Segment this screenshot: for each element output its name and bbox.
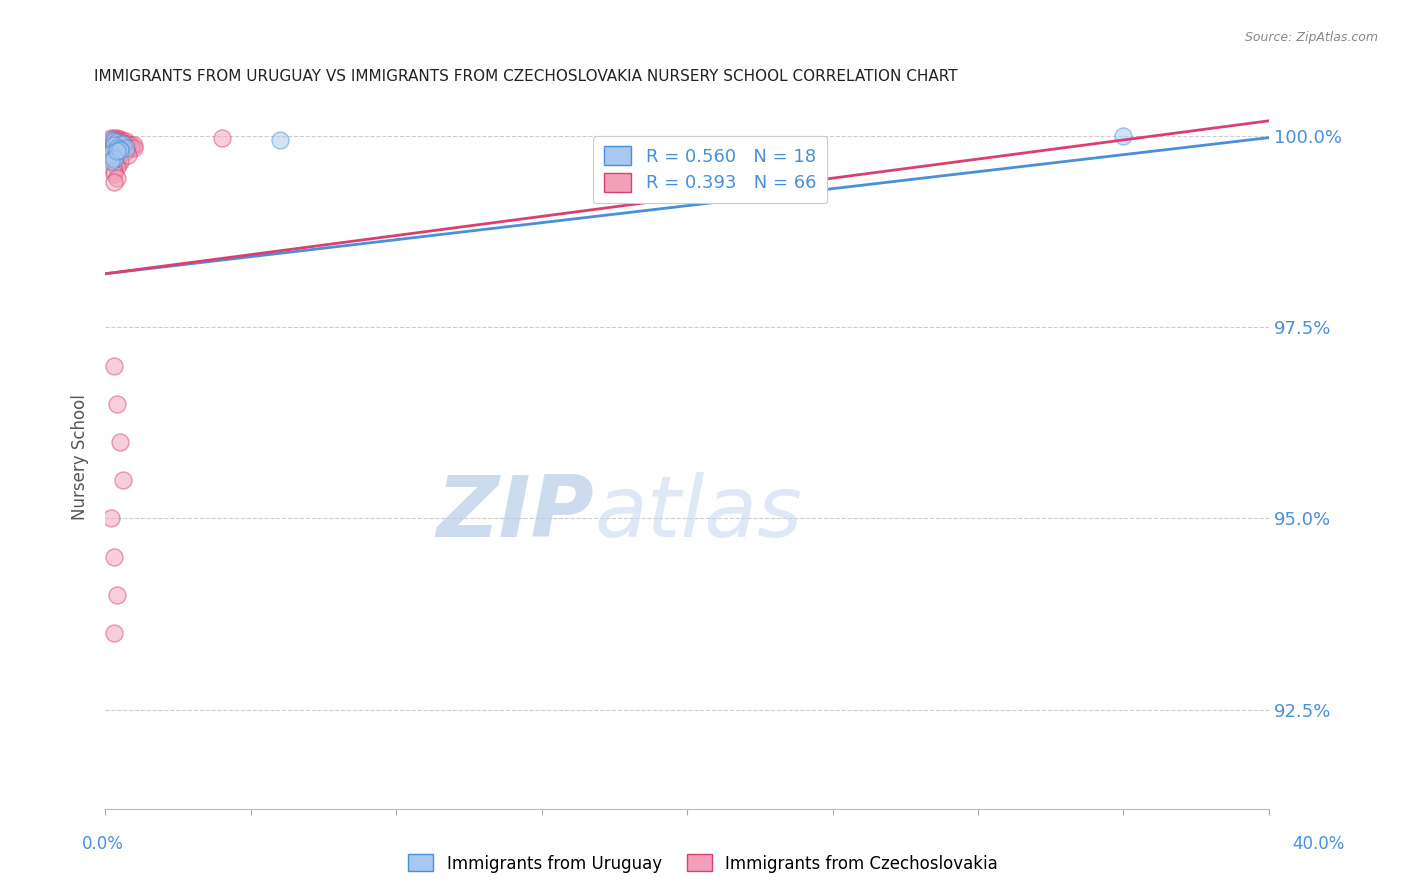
Point xyxy=(105,150,128,164)
Point xyxy=(114,145,136,159)
Point xyxy=(103,138,125,153)
Point xyxy=(100,145,122,160)
Point xyxy=(108,142,131,156)
Point xyxy=(124,138,146,153)
Text: 0.0%: 0.0% xyxy=(82,835,124,853)
Point xyxy=(100,133,122,147)
Point xyxy=(103,167,125,181)
Point xyxy=(103,151,125,165)
Point xyxy=(105,152,128,166)
Point xyxy=(105,145,128,160)
Point xyxy=(103,359,125,373)
Text: Source: ZipAtlas.com: Source: ZipAtlas.com xyxy=(1244,31,1378,45)
Point xyxy=(103,148,125,162)
Point xyxy=(105,145,128,159)
Text: atlas: atlas xyxy=(593,472,801,555)
Point xyxy=(111,136,134,151)
Point xyxy=(111,136,134,150)
Point xyxy=(103,153,125,168)
Point xyxy=(103,152,125,166)
Point xyxy=(103,143,125,157)
Point xyxy=(117,140,139,154)
Point xyxy=(111,139,134,153)
Point xyxy=(103,626,125,640)
Point xyxy=(111,134,134,148)
Point xyxy=(108,139,131,153)
Point xyxy=(114,140,136,154)
Point xyxy=(108,153,131,167)
Point xyxy=(105,160,128,174)
Point xyxy=(105,133,128,147)
Point xyxy=(108,434,131,449)
Point xyxy=(108,135,131,149)
Point xyxy=(100,130,122,145)
Point xyxy=(117,148,139,162)
Point xyxy=(108,133,131,147)
Point xyxy=(103,146,125,161)
Point xyxy=(120,137,142,152)
Point xyxy=(114,135,136,149)
Point xyxy=(103,156,125,170)
Point xyxy=(111,140,134,154)
Point xyxy=(105,135,128,149)
Point xyxy=(103,151,125,165)
Point xyxy=(108,145,131,159)
Point xyxy=(1112,129,1135,144)
Point xyxy=(103,136,125,151)
Point xyxy=(100,149,122,163)
Point xyxy=(105,144,128,158)
Point xyxy=(108,155,131,169)
Legend: Immigrants from Uruguay, Immigrants from Czechoslovakia: Immigrants from Uruguay, Immigrants from… xyxy=(402,847,1004,880)
Point xyxy=(120,140,142,154)
Point xyxy=(105,397,128,411)
Text: IMMIGRANTS FROM URUGUAY VS IMMIGRANTS FROM CZECHOSLOVAKIA NURSERY SCHOOL CORRELA: IMMIGRANTS FROM URUGUAY VS IMMIGRANTS FR… xyxy=(94,69,957,84)
Point xyxy=(117,136,139,151)
Point xyxy=(114,140,136,154)
Point xyxy=(103,175,125,189)
Point xyxy=(103,131,125,145)
Point xyxy=(269,133,291,147)
Point xyxy=(124,141,146,155)
Point xyxy=(211,130,233,145)
Point xyxy=(105,140,128,154)
Point xyxy=(108,132,131,146)
Y-axis label: Nursery School: Nursery School xyxy=(72,394,89,520)
Point xyxy=(108,143,131,157)
Point xyxy=(103,147,125,161)
Point xyxy=(103,163,125,178)
Point xyxy=(100,511,122,525)
Legend: R = 0.560   N = 18, R = 0.393   N = 66: R = 0.560 N = 18, R = 0.393 N = 66 xyxy=(593,136,827,203)
Point xyxy=(105,148,128,162)
Point xyxy=(103,135,125,149)
Point xyxy=(103,145,125,160)
Point xyxy=(100,145,122,159)
Point xyxy=(114,136,136,151)
Point xyxy=(111,142,134,156)
Point xyxy=(100,145,122,160)
Point xyxy=(105,138,128,153)
Point xyxy=(103,151,125,165)
Point xyxy=(105,588,128,602)
Point xyxy=(114,143,136,157)
Point xyxy=(103,135,125,149)
Point xyxy=(111,473,134,487)
Text: ZIP: ZIP xyxy=(436,472,593,555)
Point xyxy=(108,136,131,151)
Text: 40.0%: 40.0% xyxy=(1292,835,1346,853)
Point xyxy=(105,135,128,149)
Point xyxy=(97,148,120,162)
Point xyxy=(105,154,128,169)
Point xyxy=(103,132,125,146)
Point xyxy=(108,141,131,155)
Point xyxy=(103,549,125,564)
Point xyxy=(105,131,128,145)
Point xyxy=(105,171,128,186)
Point xyxy=(100,153,122,168)
